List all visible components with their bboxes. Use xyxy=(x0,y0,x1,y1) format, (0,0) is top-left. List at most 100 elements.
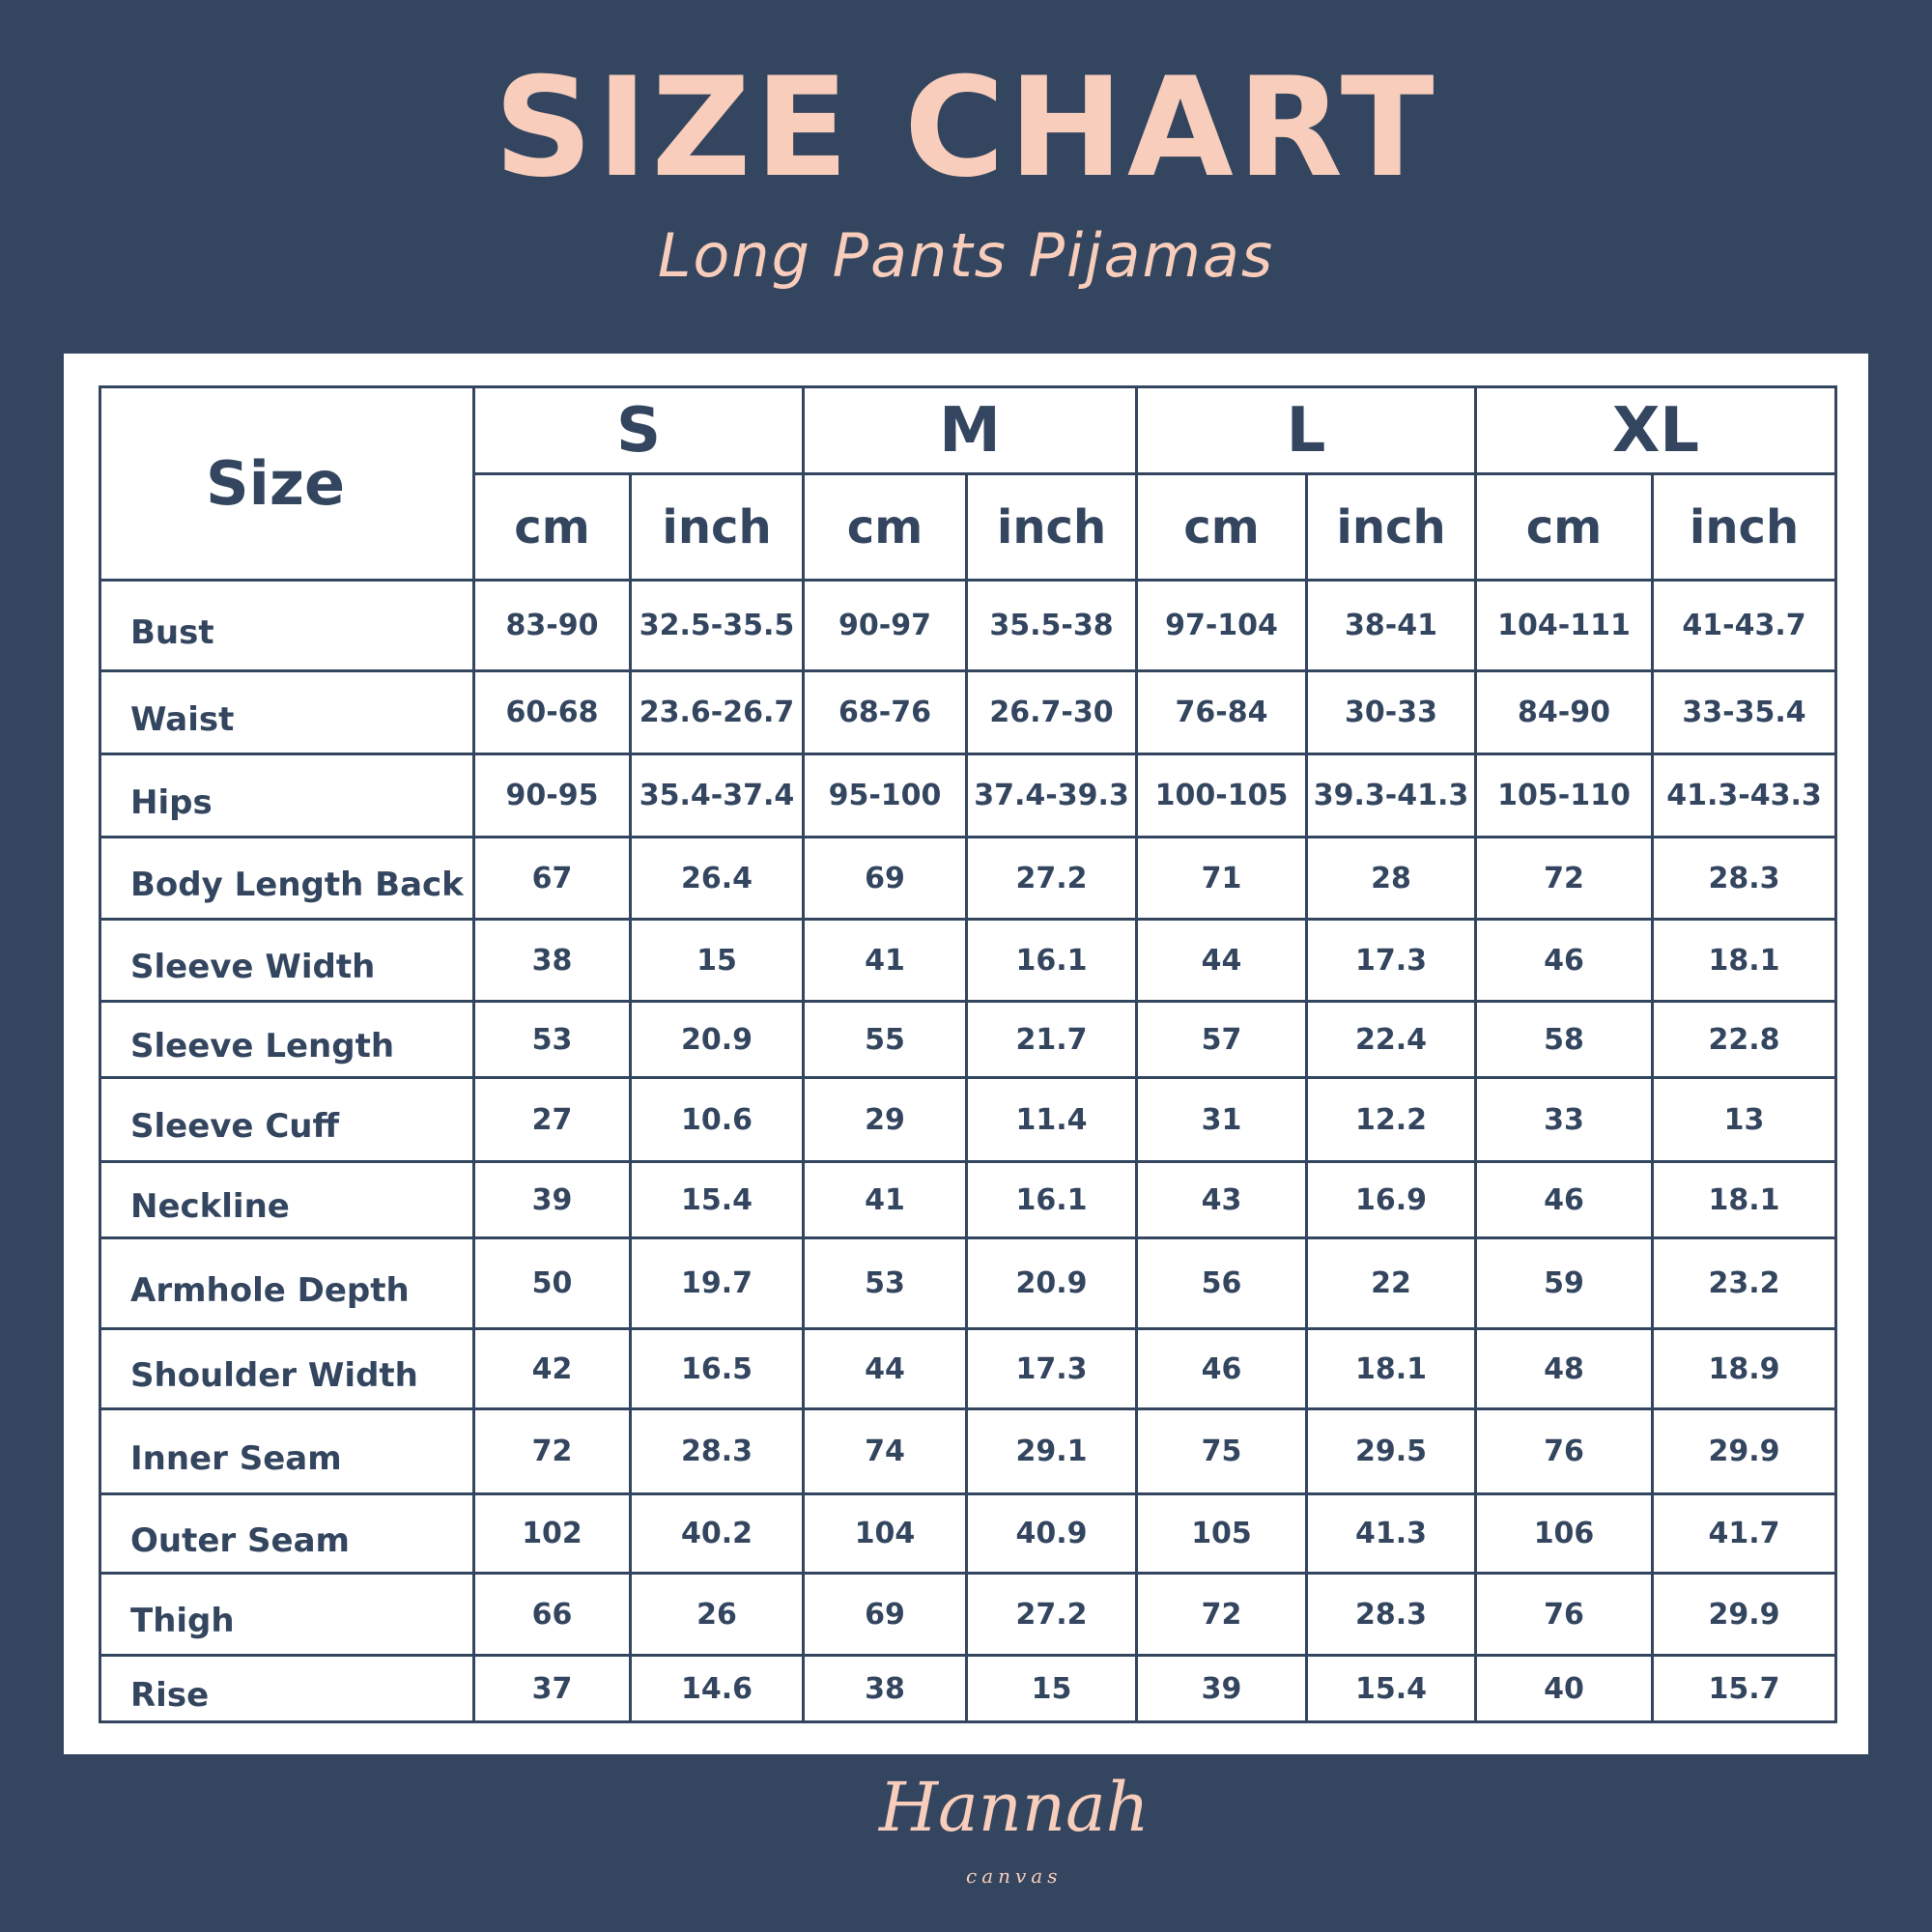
table-cell: 14.6 xyxy=(629,1654,805,1723)
table-cell: 20.9 xyxy=(629,1000,805,1079)
row-label: Armhole Depth xyxy=(99,1236,475,1330)
table-row: Outer Seam 102 40.2 104 40.9 105 41.3 106 41.7 xyxy=(99,1492,1837,1575)
unit-header-cm: cm xyxy=(802,472,968,582)
size-m-header: M xyxy=(802,385,1138,475)
brand-logo: Hannah canvas xyxy=(869,1768,1150,1903)
table-cell: 29 xyxy=(802,1076,968,1163)
table-cell: 57 xyxy=(1135,1000,1308,1079)
table-cell: 53 xyxy=(472,1000,632,1079)
table-cell: 17.3 xyxy=(1305,918,1477,1003)
table-cell: 35.4-37.4 xyxy=(629,753,805,838)
table-row: Hips 90-95 35.4-37.4 95-100 37.4-39.3 100-105… xyxy=(99,753,1837,838)
table-cell: 16.9 xyxy=(1305,1160,1477,1239)
size-header-row: Size S M L XL xyxy=(99,385,1837,582)
unit-header-inch: inch xyxy=(965,472,1138,582)
size-l-header: L xyxy=(1135,385,1477,475)
table-cell: 27 xyxy=(472,1076,632,1163)
table-cell: 11.4 xyxy=(965,1076,1138,1163)
table-cell: 20.9 xyxy=(965,1236,1138,1330)
table-cell: 17.3 xyxy=(965,1327,1138,1410)
unit-header-cm: cm xyxy=(1474,472,1654,582)
row-label: Neckline xyxy=(99,1160,475,1239)
table-cell: 76 xyxy=(1474,1572,1654,1657)
table-cell: 15.4 xyxy=(629,1160,805,1239)
table-cell: 18.9 xyxy=(1651,1327,1837,1410)
table-cell: 41-43.7 xyxy=(1651,579,1837,672)
table-cell: 58 xyxy=(1474,1000,1654,1079)
table-cell: 72 xyxy=(1474,836,1654,921)
table-cell: 38-41 xyxy=(1305,579,1477,672)
table-cell: 44 xyxy=(1135,918,1308,1003)
table-cell: 106 xyxy=(1474,1492,1654,1575)
table-cell: 22.4 xyxy=(1305,1000,1477,1079)
table-cell: 46 xyxy=(1135,1327,1308,1410)
table-row: Body Length Back 67 26.4 69 27.2 71 28 72 28.3 xyxy=(99,836,1837,921)
table-cell: 39.3-41.3 xyxy=(1305,753,1477,838)
brand-logo-name: Hannah xyxy=(879,1768,1150,1847)
table-cell: 53 xyxy=(802,1236,968,1330)
table-cell: 30-33 xyxy=(1305,669,1477,755)
table-cell: 15 xyxy=(965,1654,1138,1723)
table-cell: 68-76 xyxy=(802,669,968,755)
row-label: Shoulder Width xyxy=(99,1327,475,1410)
table-cell: 37.4-39.3 xyxy=(965,753,1138,838)
table-cell: 28.3 xyxy=(629,1407,805,1495)
table-cell: 16.1 xyxy=(965,1160,1138,1239)
table-cell: 48 xyxy=(1474,1327,1654,1410)
table-row: Bust 83-90 32.5-35.5 90-97 35.5-38 97-104 38-4… xyxy=(99,579,1837,672)
table-cell: 12.2 xyxy=(1305,1076,1477,1163)
table-cell: 10.6 xyxy=(629,1076,805,1163)
table-cell: 28 xyxy=(1305,836,1477,921)
table-cell: 102 xyxy=(472,1492,632,1575)
size-xl-header: XL xyxy=(1474,385,1837,475)
table-cell: 27.2 xyxy=(965,1572,1138,1657)
table-cell: 26 xyxy=(629,1572,805,1657)
table-cell: 29.9 xyxy=(1651,1572,1837,1657)
table-cell: 43 xyxy=(1135,1160,1308,1239)
row-label: Bust xyxy=(99,579,475,672)
table-body: Bust 83-90 32.5-35.5 90-97 35.5-38 97-104 38-4… xyxy=(99,579,1837,1723)
table-cell: 38 xyxy=(472,918,632,1003)
page-subtitle: Long Pants Pijamas xyxy=(657,220,1275,291)
table-cell: 67 xyxy=(472,836,632,921)
table-cell: 74 xyxy=(802,1407,968,1495)
table-cell: 41 xyxy=(802,918,968,1003)
table-cell: 33 xyxy=(1474,1076,1654,1163)
size-s-header: S xyxy=(472,385,805,475)
table-cell: 75 xyxy=(1135,1407,1308,1495)
table-cell: 46 xyxy=(1474,1160,1654,1239)
table-cell: 29.9 xyxy=(1651,1407,1837,1495)
table-cell: 40.9 xyxy=(965,1492,1138,1575)
table-cell: 18.1 xyxy=(1651,918,1837,1003)
table-row: Neckline 39 15.4 41 16.1 43 16.9 46 18.1 xyxy=(99,1160,1837,1239)
table-cell: 26.4 xyxy=(629,836,805,921)
table-cell: 23.2 xyxy=(1651,1236,1837,1330)
table-cell: 56 xyxy=(1135,1236,1308,1330)
table-row: Armhole Depth 50 19.7 53 20.9 56 22 59 23.2 xyxy=(99,1236,1837,1330)
table-cell: 23.6-26.7 xyxy=(629,669,805,755)
table-cell: 66 xyxy=(472,1572,632,1657)
row-label: Hips xyxy=(99,753,475,838)
table-cell: 105-110 xyxy=(1474,753,1654,838)
table-cell: 100-105 xyxy=(1135,753,1308,838)
table-cell: 32.5-35.5 xyxy=(629,579,805,672)
table-cell: 59 xyxy=(1474,1236,1654,1330)
table-cell: 41 xyxy=(802,1160,968,1239)
table-cell: 39 xyxy=(1135,1654,1308,1723)
table-cell: 38 xyxy=(802,1654,968,1723)
row-label: Sleeve Cuff xyxy=(99,1076,475,1163)
table-cell: 83-90 xyxy=(472,579,632,672)
table-cell: 72 xyxy=(1135,1572,1308,1657)
table-cell: 97-104 xyxy=(1135,579,1308,672)
table-cell: 18.1 xyxy=(1305,1327,1477,1410)
table-row: Sleeve Cuff 27 10.6 29 11.4 31 12.2 33 13 xyxy=(99,1076,1837,1163)
table-cell: 104 xyxy=(802,1492,968,1575)
table-cell: 33-35.4 xyxy=(1651,669,1837,755)
table-cell: 27.2 xyxy=(965,836,1138,921)
table-cell: 50 xyxy=(472,1236,632,1330)
table-cell: 22.8 xyxy=(1651,1000,1837,1079)
table-cell: 39 xyxy=(472,1160,632,1239)
table-cell: 84-90 xyxy=(1474,669,1654,755)
table-cell: 15 xyxy=(629,918,805,1003)
unit-header-cm: cm xyxy=(1135,472,1308,582)
